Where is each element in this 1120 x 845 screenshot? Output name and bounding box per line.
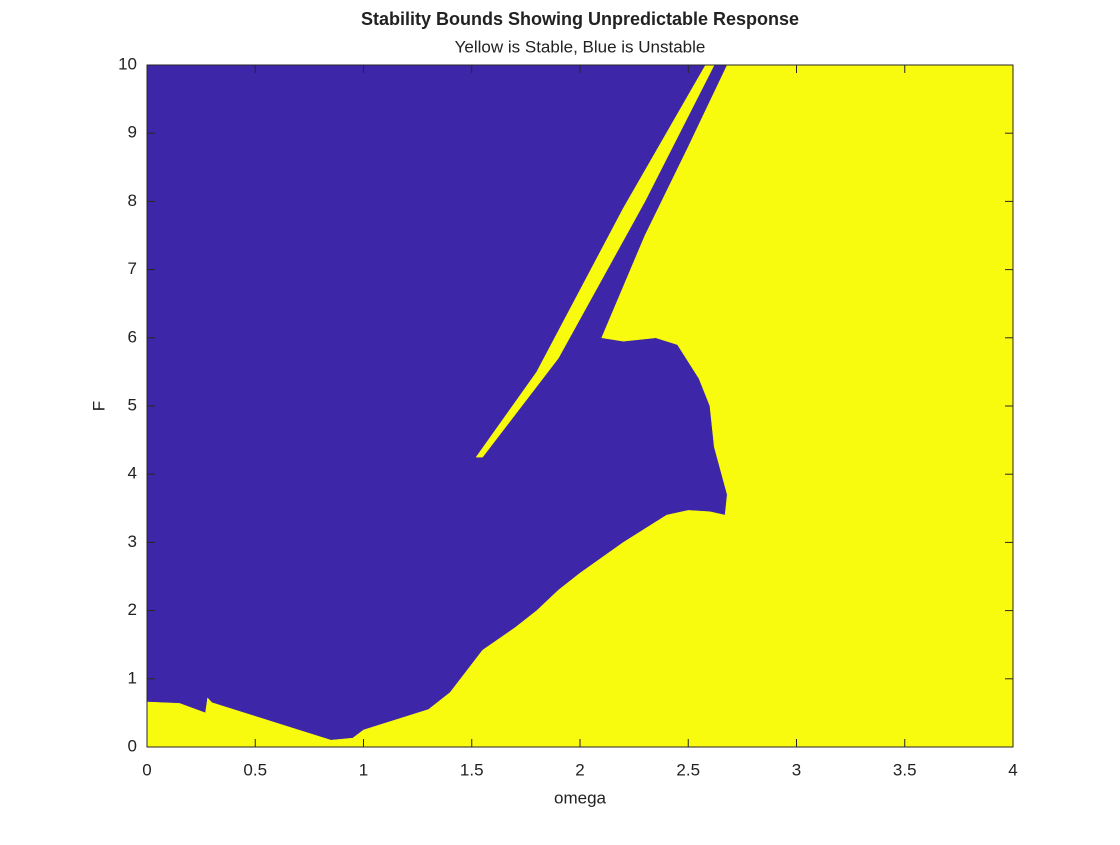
y-tick-label: 0 xyxy=(128,736,137,755)
x-tick-label: 0.5 xyxy=(243,760,267,779)
y-tick-label: 5 xyxy=(128,395,137,414)
x-axis-label: omega xyxy=(554,788,607,807)
x-tick-label: 3 xyxy=(792,760,801,779)
x-tick-label: 1 xyxy=(359,760,368,779)
y-tick-label: 8 xyxy=(128,191,137,210)
chart-subtitle: Yellow is Stable, Blue is Unstable xyxy=(455,37,706,56)
y-tick-label: 1 xyxy=(128,668,137,687)
y-tick-label: 6 xyxy=(128,327,137,346)
x-tick-label: 2.5 xyxy=(676,760,700,779)
stable-region xyxy=(146,64,1014,748)
y-tick-label: 2 xyxy=(128,600,137,619)
y-axis-label: F xyxy=(89,401,108,411)
x-tick-label: 0 xyxy=(142,760,151,779)
y-tick-label: 9 xyxy=(128,123,137,142)
x-tick-label: 4 xyxy=(1008,760,1017,779)
x-tick-label: 3.5 xyxy=(893,760,917,779)
x-tick-label: 1.5 xyxy=(460,760,484,779)
x-tick-label: 2 xyxy=(575,760,584,779)
chart-title: Stability Bounds Showing Unpredictable R… xyxy=(361,9,799,29)
y-tick-label: 3 xyxy=(128,532,137,551)
y-tick-label: 4 xyxy=(128,464,137,483)
y-tick-label: 7 xyxy=(128,259,137,278)
y-tick-label: 10 xyxy=(118,54,137,73)
